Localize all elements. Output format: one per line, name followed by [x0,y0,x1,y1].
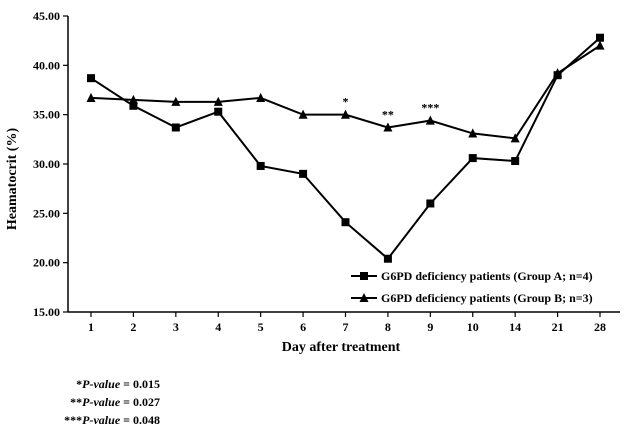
x-tick-label: 1 [88,320,94,334]
chart-axes [67,16,620,313]
x-tick-label: 14 [509,320,521,334]
series-group-a [87,33,604,263]
data-point [87,74,95,83]
footnote-2-label: P-value [82,395,121,409]
footnote-3-stars: *** [64,413,83,427]
footnote-3: ***P-value = 0.048 [0,413,160,427]
data-point [596,33,604,42]
footnote-2-stars: ** [70,395,83,409]
footnote-3-label: P-value [82,413,121,427]
footnote-1-value: = 0.015 [120,377,160,391]
data-point [214,107,223,116]
y-tick-label: 35.00 [33,108,60,122]
footnote-2: **P-value = 0.027 [0,395,160,409]
x-tick-label: 3 [173,320,179,334]
y-tick-label: 15.00 [33,305,60,319]
y-tick-label: 30.00 [33,157,60,171]
data-point [426,199,435,208]
data-point [129,101,138,110]
data-point [171,96,181,106]
data-point [298,109,308,119]
footnote-1-label: P-value [82,377,121,391]
data-point [341,218,350,227]
legend-marker [359,292,369,303]
hematocrit-line-chart: 15.00 20.00 25.00 30.00 35.00 40.00 45.00 1 2 3 4… [5,9,620,355]
legend-marker [360,272,368,280]
data-point [383,122,393,132]
data-point [128,94,138,104]
x-tick-label: 5 [258,320,264,334]
significance-star: * [343,95,349,109]
data-point [86,92,96,102]
legend-label: G6PD deficiency patients (Group A; n=4) [381,269,593,283]
footnote-3-value: = 0.048 [120,413,160,427]
footnote-1: *P-value = 0.015 [0,377,160,391]
significance-star: *** [421,101,439,115]
chart-series [86,33,605,263]
y-tick-label: 40.00 [33,58,60,72]
significance-star: ** [382,107,394,121]
chart-legend: G6PD deficiency patients (Group A; n=4) G… [351,269,593,305]
x-tick-label: 8 [385,320,391,334]
x-tick-label: 6 [300,320,306,334]
data-point [256,92,266,102]
data-point [383,254,392,263]
footnote-2-value: = 0.027 [120,395,160,409]
series-line [90,44,601,140]
x-tick-label: 10 [467,320,479,334]
x-axis-label: Day after treatment [282,340,401,355]
data-point [468,128,478,138]
x-tick-label: 4 [215,320,221,334]
legend-label: G6PD deficiency patients (Group B; n=3) [381,291,593,305]
y-tick-label: 25.00 [33,206,60,220]
data-point [468,154,477,163]
data-point [511,157,520,166]
data-point [510,133,520,143]
y-tick-label: 45.00 [33,9,60,23]
significance-annotations: *** *** [343,95,440,122]
y-tick-label: 20.00 [33,256,60,270]
footnote-1-stars: * [76,377,83,391]
x-tick-label: 28 [594,320,606,334]
data-point [213,96,223,106]
x-tick-label: 21 [552,320,564,334]
x-tick-label: 9 [427,320,433,334]
y-axis-ticks: 15.00 20.00 25.00 30.00 35.00 40.00 45.00 [33,9,68,319]
x-tick-label: 2 [130,320,136,334]
data-point [256,161,265,170]
x-axis-ticks: 1 2 3 4 5 6 7 8 9 10 14 21 28 [88,312,606,334]
y-axis-label: Heamatocrit (%) [5,128,20,231]
series-group-b [86,40,605,143]
data-point [425,115,435,125]
data-point [171,123,180,132]
x-tick-label: 7 [343,320,349,334]
data-point [595,40,605,50]
data-point [299,169,308,178]
data-point [341,109,350,119]
data-point [553,68,563,78]
